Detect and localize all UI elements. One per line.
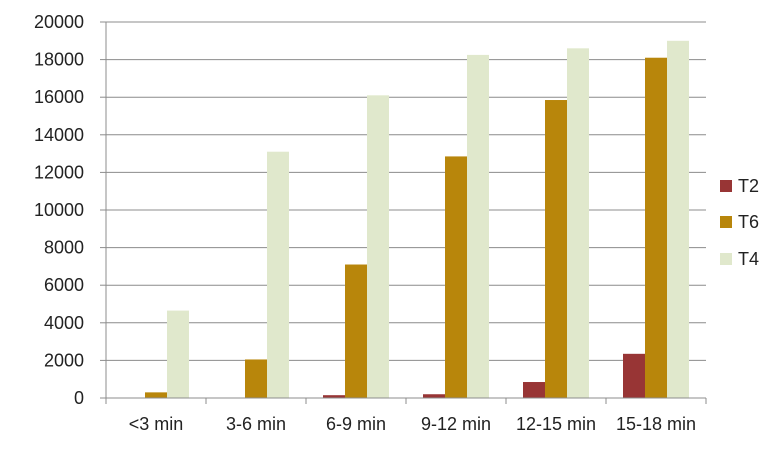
y-tick-label: 2000 — [44, 350, 84, 370]
bar-t4-0 — [167, 310, 189, 398]
y-axis-ticks: 0 2000 4000 6000 8000 10000 12000 14000 16000 180… — [34, 12, 106, 408]
legend-swatch-t2 — [720, 180, 732, 192]
x-tick-label: 9-12 min — [421, 414, 491, 434]
bar-t4-1 — [267, 151, 289, 398]
y-tick-label: 8000 — [44, 238, 84, 258]
y-tick-label: 0 — [74, 388, 84, 408]
gridlines — [106, 21, 706, 399]
y-tick-label: 20000 — [34, 12, 84, 32]
bar-t6-2 — [345, 264, 367, 398]
bar-t6-4 — [545, 100, 567, 399]
x-tick-label: 15-18 min — [616, 414, 696, 434]
bar-t6-3 — [445, 156, 467, 398]
bar-t4-4 — [567, 48, 589, 398]
bar-t2-5 — [623, 353, 645, 398]
bar-t2-3 — [423, 394, 445, 398]
x-axis — [105, 22, 707, 404]
bar-t4-3 — [467, 54, 489, 399]
x-tick-label: <3 min — [129, 414, 184, 434]
x-tick-label: 3-6 min — [226, 414, 286, 434]
legend: T2 T6 T4 — [720, 176, 759, 269]
bar-t4-2 — [367, 95, 389, 398]
y-tick-label: 10000 — [34, 200, 84, 220]
y-tick-label: 16000 — [34, 87, 84, 107]
bar-t2-2 — [323, 395, 345, 398]
legend-swatch-t4 — [720, 253, 732, 265]
y-tick-label: 12000 — [34, 162, 84, 182]
x-tick-label: 12-15 min — [516, 414, 596, 434]
bar-t4-5 — [667, 40, 689, 399]
bar-t6-1 — [245, 359, 267, 398]
legend-label-t2: T2 — [738, 176, 759, 196]
bar-t2-4 — [523, 382, 545, 398]
x-axis-ticks: <3 min 3-6 min 6-9 min 9-12 min 12-15 min 15-… — [129, 414, 696, 434]
legend-swatch-t6 — [720, 216, 732, 228]
bar-t6-5 — [645, 57, 667, 398]
legend-label-t4: T4 — [738, 249, 759, 269]
x-tick-label: 6-9 min — [326, 414, 386, 434]
bar-t6-0 — [145, 392, 167, 398]
y-tick-label: 4000 — [44, 313, 84, 333]
y-tick-label: 14000 — [34, 125, 84, 145]
y-tick-label: 18000 — [34, 50, 84, 70]
bars — [145, 40, 689, 399]
y-tick-label: 6000 — [44, 275, 84, 295]
legend-label-t6: T6 — [738, 212, 759, 232]
